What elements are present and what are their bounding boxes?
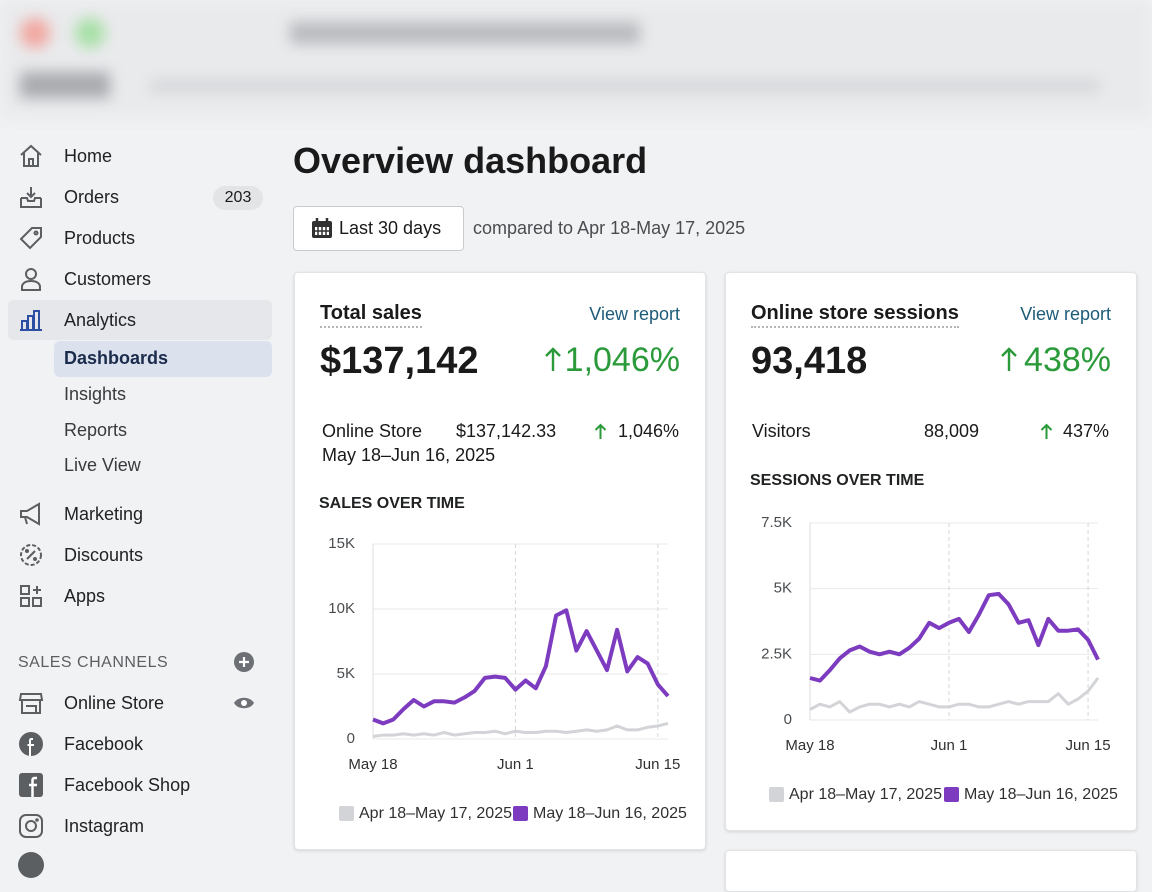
nav-item[interactable]: Customers bbox=[64, 269, 152, 289]
chart-title: SESSIONS OVER TIME bbox=[750, 472, 925, 489]
series-line bbox=[809, 677, 1100, 714]
x-tick-label: Jun 15 bbox=[1066, 737, 1111, 754]
x-tick-label: Jun 1 bbox=[931, 737, 968, 754]
nav-item[interactable]: Apps bbox=[64, 586, 106, 606]
y-tick-label: 5K bbox=[774, 580, 792, 597]
blur-bar bbox=[20, 72, 110, 98]
marketing-icon bbox=[20, 502, 40, 526]
home-icon bbox=[20, 144, 42, 167]
row-value: 88,009 bbox=[924, 421, 980, 441]
nav-item[interactable]: Facebook bbox=[64, 734, 144, 754]
legend-label: May 18–Jun 16, 2025 bbox=[533, 805, 687, 822]
orders-icon bbox=[20, 187, 42, 208]
nav-item[interactable]: Orders bbox=[64, 187, 120, 207]
row-change: 1,046% bbox=[617, 421, 679, 441]
apps-icon bbox=[20, 585, 42, 607]
calendar-icon bbox=[312, 218, 332, 238]
nav-subitem[interactable]: Reports bbox=[64, 420, 128, 440]
badge: 203 bbox=[213, 186, 263, 210]
page-title: Overview dashboard bbox=[293, 140, 648, 181]
x-tick-label: Jun 1 bbox=[497, 756, 534, 773]
legend-label: Apr 18–May 17, 2025 bbox=[359, 805, 512, 822]
card-change: 438% bbox=[1024, 341, 1111, 379]
customers-icon bbox=[21, 268, 41, 291]
view-report-link[interactable]: View report bbox=[589, 304, 680, 324]
row-date: May 18–Jun 16, 2025 bbox=[322, 445, 496, 465]
chart-title: SALES OVER TIME bbox=[319, 495, 465, 512]
nav-item[interactable]: Facebook Shop bbox=[64, 775, 191, 795]
analytics-icon bbox=[20, 310, 42, 331]
sales-card bbox=[294, 272, 706, 850]
blur-dot bbox=[20, 18, 50, 48]
nav-item[interactable]: Online Store bbox=[64, 693, 165, 713]
card-title[interactable]: Total sales bbox=[320, 302, 422, 328]
row-value: $137,142.33 bbox=[456, 421, 557, 441]
up-arrow bbox=[1001, 347, 1017, 371]
sessions-card bbox=[725, 272, 1137, 831]
nav-item[interactable]: Instagram bbox=[64, 816, 145, 836]
charts-layer: SALES OVER TIME 0 5K 10K 15K May 18 Jun 1 Jun 1… bbox=[319, 472, 1118, 822]
legend-swatch bbox=[513, 806, 528, 821]
blur-dot bbox=[75, 18, 105, 48]
up-arrow bbox=[594, 423, 607, 439]
y-tick-label: 15K bbox=[328, 535, 355, 552]
row-label: Visitors bbox=[752, 421, 811, 441]
up-arrow bbox=[545, 347, 561, 371]
legend-swatch bbox=[339, 806, 354, 821]
x-tick-label: May 18 bbox=[785, 737, 834, 754]
x-tick-label: May 18 bbox=[348, 756, 397, 773]
section-title: SALES CHANNELS bbox=[18, 654, 169, 671]
date-button-label: Last 30 days bbox=[339, 218, 442, 238]
comparison-text: compared to Apr 18-May 17, 2025 bbox=[473, 218, 746, 238]
legend-swatch bbox=[769, 787, 784, 802]
add-channel-icon[interactable] bbox=[234, 652, 254, 672]
nav-item[interactable]: Products bbox=[64, 228, 136, 248]
products-icon bbox=[19, 227, 42, 250]
up-arrow bbox=[1040, 423, 1053, 439]
card-change: 1,046% bbox=[564, 341, 680, 379]
nav-item[interactable]: Analytics bbox=[64, 310, 137, 330]
facebook-shop-icon bbox=[19, 773, 43, 797]
legend-swatch bbox=[944, 787, 959, 802]
x-tick-label: Jun 15 bbox=[635, 756, 680, 773]
y-tick-label: 5K bbox=[337, 665, 355, 682]
view-report-link[interactable]: View report bbox=[1020, 304, 1111, 324]
y-tick-label: 0 bbox=[347, 730, 355, 747]
facebook-icon bbox=[19, 732, 43, 756]
series-line bbox=[809, 591, 1100, 683]
blur-bar bbox=[290, 22, 640, 44]
legend-label: Apr 18–May 17, 2025 bbox=[789, 786, 942, 803]
row-change: 437% bbox=[1062, 421, 1109, 441]
nav-subitem[interactable]: Insights bbox=[64, 384, 127, 404]
discounts-icon bbox=[20, 544, 42, 566]
analytics-bg bbox=[8, 300, 272, 340]
card-value: 93,418 bbox=[751, 340, 868, 382]
card-value: $137,142 bbox=[320, 340, 479, 382]
legend-label: May 18–Jun 16, 2025 bbox=[964, 786, 1118, 803]
view-icon[interactable] bbox=[233, 695, 255, 711]
nav-subitem[interactable]: Live View bbox=[64, 455, 141, 475]
y-tick-label: 7.5K bbox=[761, 514, 792, 531]
series-line bbox=[372, 721, 669, 738]
nav-item[interactable]: Marketing bbox=[64, 504, 144, 524]
y-tick-label: 0 bbox=[784, 711, 792, 728]
y-tick-label: 2.5K bbox=[761, 645, 792, 662]
nav-item[interactable]: Home bbox=[64, 146, 113, 166]
series-line bbox=[372, 608, 670, 726]
instagram-icon bbox=[19, 814, 43, 838]
nav-subitem[interactable]: Dashboards bbox=[64, 348, 169, 368]
y-tick-label: 10K bbox=[328, 600, 355, 617]
dashboards-bg bbox=[54, 341, 272, 377]
nav-item[interactable]: Discounts bbox=[64, 545, 144, 565]
row-label: Online Store bbox=[322, 421, 423, 441]
blur-bar bbox=[150, 80, 1100, 92]
store-icon bbox=[18, 693, 44, 714]
browser-bar bbox=[0, 0, 1152, 118]
card-title[interactable]: Online store sessions bbox=[751, 302, 959, 328]
